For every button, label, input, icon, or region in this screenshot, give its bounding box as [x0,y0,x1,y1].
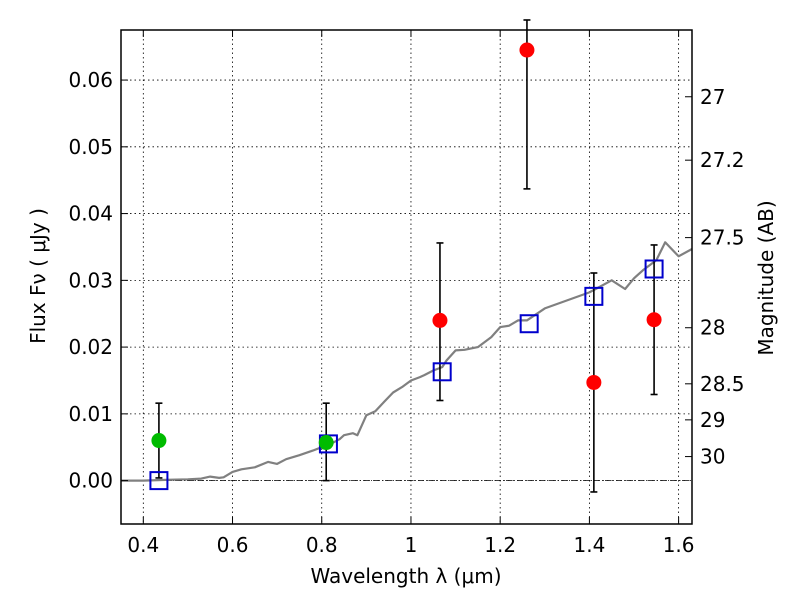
y-tick-label: 0.00 [68,469,113,493]
y-tick-label: 0.06 [68,68,113,92]
x-axis-label: Wavelength λ (μm) [310,564,501,588]
observed-flux-point [432,312,448,328]
y2-tick-label: 29 [700,408,725,432]
y-tick-label: 0.03 [68,268,113,292]
model-photometry-square [149,471,169,491]
y-tick-label: 0.01 [68,402,113,426]
y2-tick-label: 27.5 [700,226,745,250]
model-photometry-square [584,286,604,306]
observed-flux-point [586,374,602,390]
y2-tick-label: 27 [700,85,725,109]
observed-flux-point [646,312,662,328]
y2-tick-label: 28 [700,316,725,340]
grid [121,30,692,524]
observed-flux-point [519,42,535,58]
model-spectrum-line [121,241,693,482]
model-photometry-square [432,362,452,382]
plot-area [121,19,693,493]
y-tick-label: 0.02 [68,335,113,359]
y2-tick-label: 27.2 [700,148,745,172]
x-tick-label: 1 [405,533,418,557]
y2-tick-label: 28.5 [700,372,745,396]
observed-flux-point [318,435,334,451]
plot-frame [120,29,693,525]
y2-tick-label: 30 [700,445,725,469]
x-tick-label: 1.2 [484,533,516,557]
x-tick-label: 0.4 [127,533,159,557]
y-tick-label: 0.05 [68,135,113,159]
x-tick-label: 0.8 [306,533,338,557]
observed-flux-point [151,433,167,449]
model-photometry-square [644,259,664,279]
x-tick-label: 0.6 [217,533,249,557]
model-photometry-square [519,314,539,334]
x-tick-label: 1.6 [663,533,695,557]
y2-axis-label: Magnitude (AB) [754,200,778,355]
axis-ticks: 0.4 0.6 0.8 1 1.2 1.4 1.6 0.00 0.01 0.02 0.03 0.04 0… [68,30,745,557]
y-tick-label: 0.04 [68,202,113,226]
x-tick-label: 1.4 [573,533,605,557]
y-axis-label: Flux Fν ( μJy ) [26,208,50,344]
